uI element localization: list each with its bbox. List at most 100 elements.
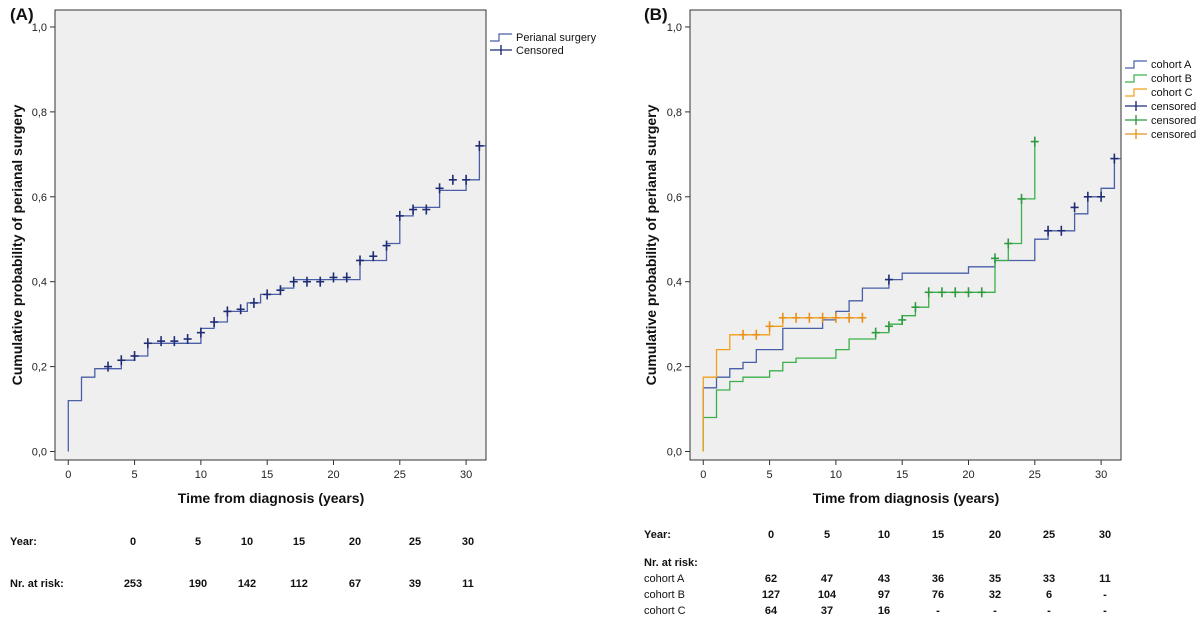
km-panel: (B) 0,0 0,2 0,4 0,6 0,8 1,0 0 5 10 15 20 25 30 Time fr… xyxy=(643,5,1196,617)
risk-table-cell: 104 xyxy=(818,589,837,601)
risk-table-year: 15 xyxy=(932,529,944,541)
risk-table: Year: 0 5 10 15 20 25 30 Nr. at risk: 253 190 142 11… xyxy=(10,536,474,590)
y-tick-label: 0,6 xyxy=(32,192,47,204)
x-tick-label: 15 xyxy=(896,469,908,481)
x-tick-label: 0 xyxy=(700,469,706,481)
risk-table-cell: 62 xyxy=(765,573,777,585)
x-axis-label: Time from diagnosis (years) xyxy=(178,490,364,506)
legend-label: cohort B xyxy=(1151,73,1192,85)
risk-table-subheader: Nr. at risk: xyxy=(644,557,698,569)
risk-table-cell: 33 xyxy=(1043,573,1055,585)
y-tick-label: 1,0 xyxy=(667,22,682,34)
x-tick-label: 0 xyxy=(65,469,71,481)
x-tick-label: 20 xyxy=(327,469,339,481)
x-tick-label: 5 xyxy=(767,469,773,481)
risk-table-cell: 37 xyxy=(821,605,833,617)
risk-table-cell: - xyxy=(993,605,997,617)
y-tick-label: 0,6 xyxy=(667,192,682,204)
risk-table-cell: 47 xyxy=(821,573,833,585)
plot-area xyxy=(54,9,487,461)
risk-table-cell: 11 xyxy=(462,578,474,590)
y-tick-label: 0,8 xyxy=(32,107,47,119)
risk-table-cell: 127 xyxy=(762,589,780,601)
x-tick-label: 30 xyxy=(1095,469,1107,481)
risk-table-year: 10 xyxy=(878,529,890,541)
risk-table-cell: 43 xyxy=(878,573,890,585)
risk-table-cell: - xyxy=(1047,605,1051,617)
risk-table-cell: 76 xyxy=(932,589,944,601)
x-tick-label: 5 xyxy=(132,469,138,481)
legend-label: censored xyxy=(1151,115,1196,127)
x-tick-label: 30 xyxy=(460,469,472,481)
risk-table: Year: 0 5 10 15 20 25 30 Nr. at risk: cohort A 62 4… xyxy=(644,529,1111,617)
risk-table-year: 0 xyxy=(130,536,136,548)
legend-label: Censored xyxy=(516,45,564,57)
y-axis-label: Cumulative probability of perianal surge… xyxy=(643,104,659,385)
risk-table-cell: - xyxy=(1103,589,1107,601)
risk-table-cell: 39 xyxy=(409,578,421,590)
risk-table-cell: 142 xyxy=(238,578,256,590)
legend: cohort A cohort B cohort C censored censored… xyxy=(1125,59,1196,141)
risk-table-year: 20 xyxy=(349,536,361,548)
legend-line-swatch xyxy=(490,33,512,42)
risk-table-cell: 64 xyxy=(765,605,778,617)
risk-table-cell: 190 xyxy=(189,578,207,590)
risk-table-cell: - xyxy=(936,605,940,617)
y-tick-label: 0,4 xyxy=(32,277,47,289)
legend-label: censored xyxy=(1151,101,1196,113)
risk-table-cell: 67 xyxy=(349,578,361,590)
y-tick-label: 0,0 xyxy=(32,447,47,459)
risk-table-cell: 6 xyxy=(1046,589,1052,601)
y-tick-label: 0,2 xyxy=(667,362,682,374)
risk-table-cell: 16 xyxy=(878,605,890,617)
y-tick-label: 0,4 xyxy=(667,277,682,289)
risk-table-year: 15 xyxy=(293,536,305,548)
risk-table-cell: 97 xyxy=(878,589,890,601)
risk-table-year: 0 xyxy=(768,529,774,541)
risk-table-year: 10 xyxy=(241,536,253,548)
y-axis-label: Cumulative probability of perianal surge… xyxy=(9,104,25,385)
risk-table-cell: 35 xyxy=(989,573,1001,585)
risk-table-row-label: cohort B xyxy=(644,589,685,601)
legend-label: Perianal surgery xyxy=(516,32,597,44)
x-tick-label: 10 xyxy=(830,469,842,481)
legend-line-swatch xyxy=(1125,88,1147,97)
risk-table-year-label: Year: xyxy=(644,529,671,541)
series-line xyxy=(702,157,1121,452)
risk-table-year: 25 xyxy=(409,536,421,548)
legend-label: censored xyxy=(1151,129,1196,141)
plot-area xyxy=(689,9,1122,461)
panel-label: (A) xyxy=(10,5,34,24)
x-tick-label: 25 xyxy=(394,469,406,481)
risk-table-row-label: Nr. at risk: xyxy=(10,578,64,590)
x-tick-label: 10 xyxy=(195,469,207,481)
risk-table-cell: 253 xyxy=(124,578,142,590)
risk-table-year: 30 xyxy=(462,536,474,548)
series-line xyxy=(702,317,863,452)
y-tick-label: 0,8 xyxy=(667,107,682,119)
risk-table-year: 25 xyxy=(1043,529,1055,541)
risk-table-cell: - xyxy=(1103,605,1107,617)
risk-table-cell: 11 xyxy=(1099,573,1111,585)
y-tick-label: 0,2 xyxy=(32,362,47,374)
series-line xyxy=(702,141,1036,452)
risk-table-cell: 32 xyxy=(989,589,1001,601)
risk-table-year: 30 xyxy=(1099,529,1111,541)
risk-table-row-label: cohort C xyxy=(644,605,686,617)
y-tick-label: 1,0 xyxy=(32,22,47,34)
x-tick-label: 20 xyxy=(962,469,974,481)
y-tick-label: 0,0 xyxy=(667,447,682,459)
risk-table-year: 5 xyxy=(195,536,201,548)
legend-line-swatch xyxy=(1125,60,1147,69)
risk-table-year-label: Year: xyxy=(10,536,37,548)
legend-label: cohort A xyxy=(1151,59,1192,71)
risk-table-year: 5 xyxy=(824,529,830,541)
risk-table-row-label: cohort A xyxy=(644,573,685,585)
risk-table-year: 20 xyxy=(989,529,1001,541)
x-axis-label: Time from diagnosis (years) xyxy=(813,490,999,506)
x-tick-label: 25 xyxy=(1029,469,1041,481)
